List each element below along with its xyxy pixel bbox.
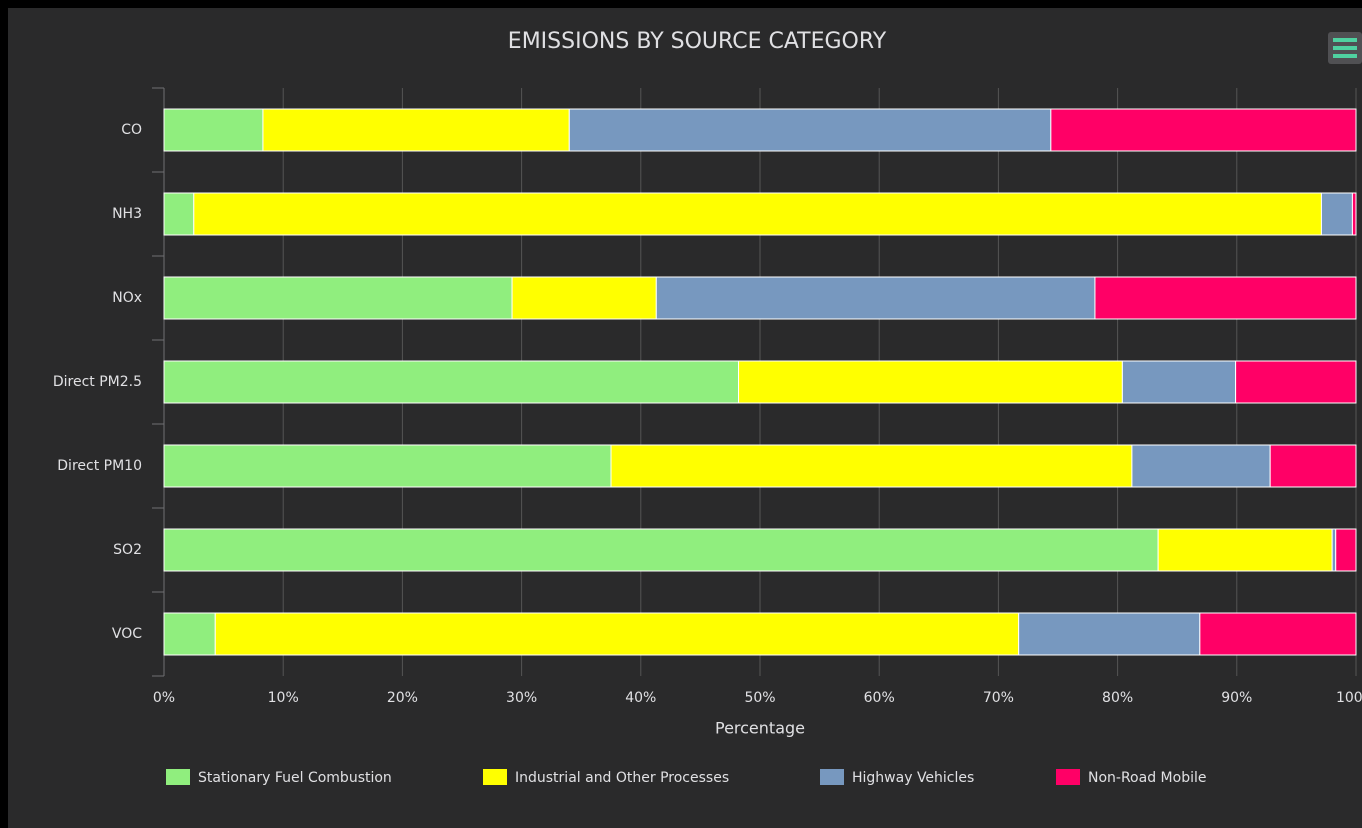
- x-tick-label: 100%: [1336, 690, 1362, 706]
- bar-segment: [738, 360, 1123, 404]
- bar-segment: [511, 276, 657, 320]
- legend-label: Industrial and Other Processes: [515, 770, 729, 786]
- x-tick-label: 10%: [268, 690, 299, 706]
- bar-segment: [1121, 360, 1237, 404]
- y-tick-label: Direct PM2.5: [53, 374, 142, 390]
- bar-segment: [610, 444, 1133, 488]
- bar-segment: [163, 108, 264, 152]
- menu-icon-bar: [1333, 46, 1357, 50]
- legend-swatch: [1056, 769, 1080, 785]
- x-tick-label: 90%: [1221, 690, 1252, 706]
- legend-label: Stationary Fuel Combustion: [198, 770, 392, 786]
- x-tick-label: 40%: [625, 690, 656, 706]
- bar-segment: [163, 528, 1159, 572]
- legend-label: Non-Road Mobile: [1088, 770, 1206, 786]
- bar-segment: [1235, 360, 1357, 404]
- bar-segment: [1269, 444, 1357, 488]
- bar-segment: [568, 108, 1052, 152]
- menu-icon-bar: [1333, 54, 1357, 58]
- bar-segment: [193, 192, 1322, 236]
- y-tick-label: Direct PM10: [57, 458, 142, 474]
- menu-button[interactable]: [1328, 32, 1362, 64]
- y-tick-label: SO2: [113, 542, 142, 558]
- bar-segment: [1050, 108, 1357, 152]
- bar-segment: [1320, 192, 1353, 236]
- legend-swatch: [820, 769, 844, 785]
- bar-segment: [1335, 528, 1357, 572]
- legend-swatch: [483, 769, 507, 785]
- x-axis-title: Percentage: [715, 719, 805, 738]
- x-tick-label: 50%: [744, 690, 775, 706]
- legend-label: Highway Vehicles: [852, 770, 974, 786]
- bar-segment: [163, 612, 216, 656]
- y-tick-label: VOC: [112, 626, 142, 642]
- bar-segment: [1157, 528, 1333, 572]
- bar-segment: [1351, 192, 1357, 236]
- y-tick-label: CO: [121, 122, 142, 138]
- legend-swatch: [166, 769, 190, 785]
- x-tick-label: 0%: [153, 690, 175, 706]
- x-tick-label: 70%: [983, 690, 1014, 706]
- bar-segment: [163, 360, 740, 404]
- bar-segment: [1094, 276, 1357, 320]
- bar-segment: [1018, 612, 1201, 656]
- bar-segment: [1131, 444, 1271, 488]
- bar-segment: [163, 444, 612, 488]
- bar-segment: [163, 192, 195, 236]
- x-tick-label: 80%: [1102, 690, 1133, 706]
- bar-segment: [1331, 528, 1337, 572]
- bar-segment: [214, 612, 1020, 656]
- y-tick-label: NOx: [112, 290, 142, 306]
- x-tick-label: 20%: [387, 690, 418, 706]
- bar-segment: [655, 276, 1096, 320]
- bar-segment: [262, 108, 570, 152]
- bar-segment: [163, 276, 513, 320]
- x-tick-label: 30%: [506, 690, 537, 706]
- chart-title: EMISSIONS BY SOURCE CATEGORY: [508, 29, 887, 54]
- x-tick-label: 60%: [864, 690, 895, 706]
- y-tick-label: NH3: [112, 206, 142, 222]
- menu-icon-bar: [1333, 38, 1357, 42]
- bar-segment: [1199, 612, 1357, 656]
